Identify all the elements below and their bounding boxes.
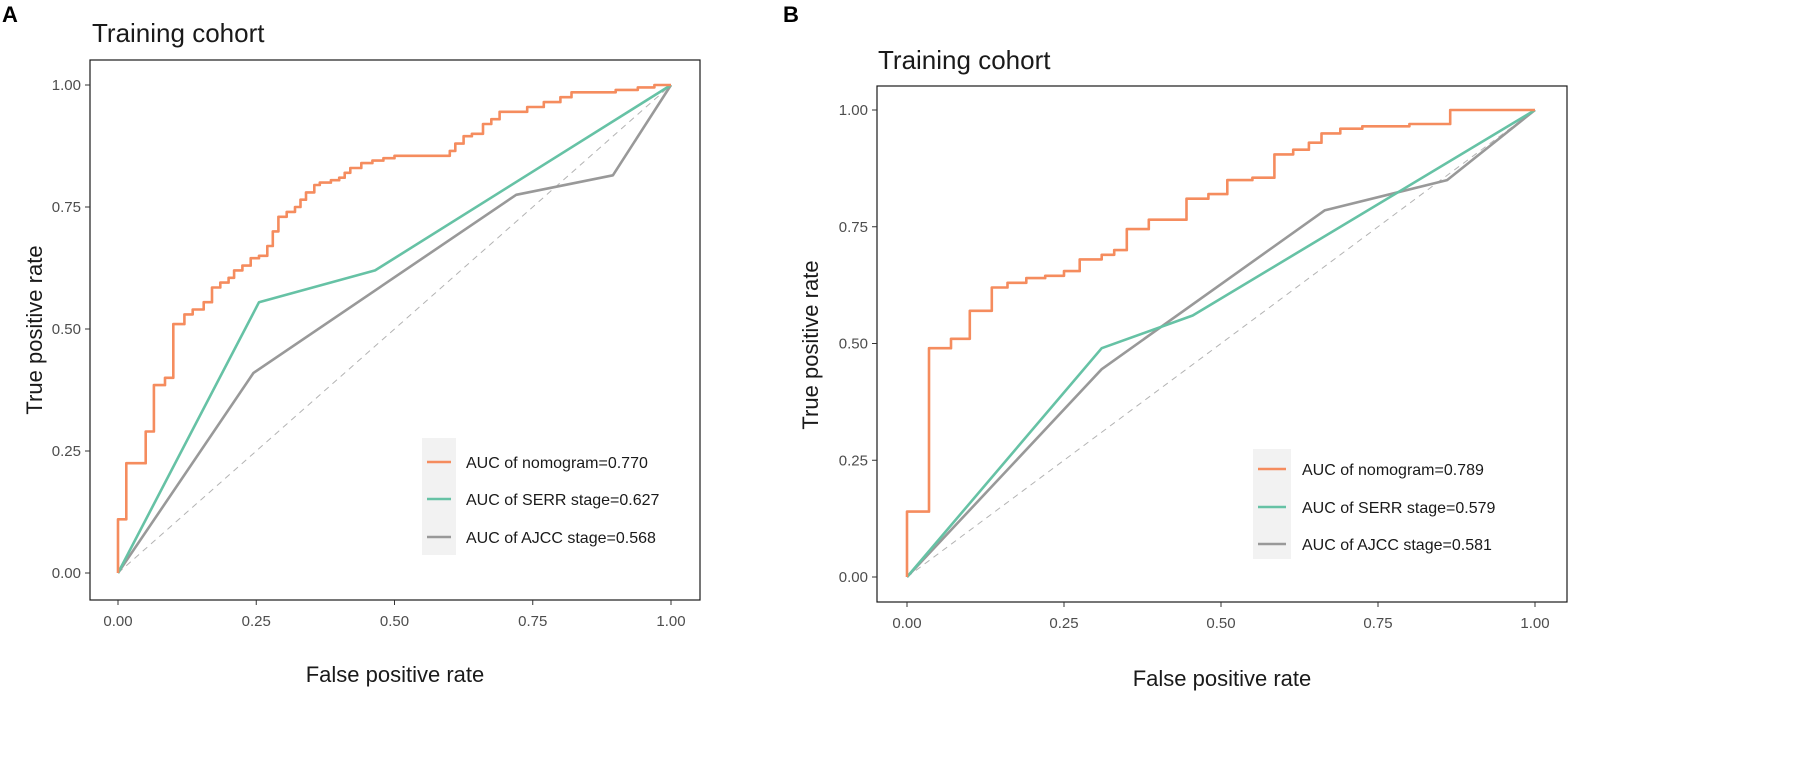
- panel-a-plot: 0.00 0.25 0.50 0.75 1.00 0.00 0.25 0.50 0.75 1.00: [52, 77, 686, 630]
- panel-a-x-tick-label-0: 0.00: [103, 613, 132, 630]
- panel-a-plot-frame: [89, 59, 701, 601]
- panel-a-y-axis-label: True positive rate: [22, 245, 47, 414]
- panel-b-legend: AUC of nomogram=0.789 AUC of SERR stage=…: [1253, 449, 1496, 559]
- panel-a-legend-label-nomogram: AUC of nomogram=0.770: [466, 455, 648, 472]
- panel-b-y-axis-label: True positive rate: [798, 260, 823, 429]
- panel-b-ajcc-stage-curve: [906, 108, 1536, 578]
- panel-a-y-tick-label-2: 0.50: [52, 321, 81, 338]
- panel-a-ajcc-stage-curve: [116, 84, 673, 574]
- panel-b-y-tick-label-0: 0.00: [839, 569, 868, 586]
- panel-b-x-tick-label-3: 0.75: [1363, 615, 1392, 632]
- panel-a-x-tick-label-4: 1.00: [656, 613, 685, 630]
- panel-a-y-tick-label-1: 0.25: [52, 443, 81, 460]
- panel-a-legend-label-serr: AUC of SERR stage=0.627: [466, 492, 660, 509]
- panel-b-x-tick-label-1: 0.25: [1049, 615, 1078, 632]
- panel-a-title: Training cohort: [92, 18, 265, 48]
- panel-a-x-axis-label: False positive rate: [306, 662, 485, 687]
- panel-a-reference-diagonal: [117, 84, 672, 574]
- panel-b-y-tick-label-3: 0.75: [839, 219, 868, 236]
- panel-b-legend-label-ajcc: AUC of AJCC stage=0.581: [1302, 537, 1492, 554]
- panel-b-legend-label-serr: AUC of SERR stage=0.579: [1302, 500, 1496, 517]
- panel-a-serr-stage-curve: [116, 83, 672, 574]
- panel-a-y-tick-label-4: 1.00: [52, 77, 81, 94]
- panel-b: B Training cohort False positive rate Tr…: [783, 2, 1568, 691]
- panel-b-y-tick-label-2: 0.50: [839, 336, 868, 353]
- panel-b-nomogram-curve: [905, 108, 1535, 577]
- panel-b-legend-box: [1253, 449, 1291, 559]
- panel-a-x-tick-label-2: 0.50: [380, 613, 409, 630]
- panel-b-title: Training cohort: [878, 45, 1051, 75]
- panel-a-x-tick-label-1: 0.25: [242, 613, 271, 630]
- panel-b-x-axis-label: False positive rate: [1133, 666, 1312, 691]
- panel-a: A Training cohort False positive rate Tr…: [2, 2, 701, 687]
- panel-a-legend: AUC of nomogram=0.770 AUC of SERR stage=…: [422, 438, 660, 555]
- panel-b-reference-diagonal: [906, 109, 1536, 578]
- panel-b-y-tick-label-4: 1.00: [839, 102, 868, 119]
- panel-b-x-tick-label-0: 0.00: [892, 615, 921, 632]
- panel-b-plot: 0.00 0.25 0.50 0.75 1.00 0.00 0.25 0.50 0.75 1.00: [839, 102, 1550, 632]
- panel-b-y-tick-label-1: 0.25: [839, 452, 868, 469]
- panel-a-y-tick-label-0: 0.00: [52, 565, 81, 582]
- panel-a-legend-box: [422, 438, 456, 555]
- panel-b-x-tick-label-4: 1.00: [1520, 615, 1549, 632]
- panel-b-legend-label-nomogram: AUC of nomogram=0.789: [1302, 462, 1484, 479]
- panel-a-nomogram-curve: [116, 83, 671, 573]
- panel-b-x-tick-label-2: 0.50: [1206, 615, 1235, 632]
- panel-b-serr-stage-curve: [906, 108, 1536, 578]
- panel-letter-b: B: [783, 2, 799, 27]
- panel-a-x-tick-label-3: 0.75: [518, 613, 547, 630]
- panel-a-y-tick-label-3: 0.75: [52, 199, 81, 216]
- panel-letter-a: A: [2, 2, 18, 27]
- panel-a-legend-label-ajcc: AUC of AJCC stage=0.568: [466, 530, 656, 547]
